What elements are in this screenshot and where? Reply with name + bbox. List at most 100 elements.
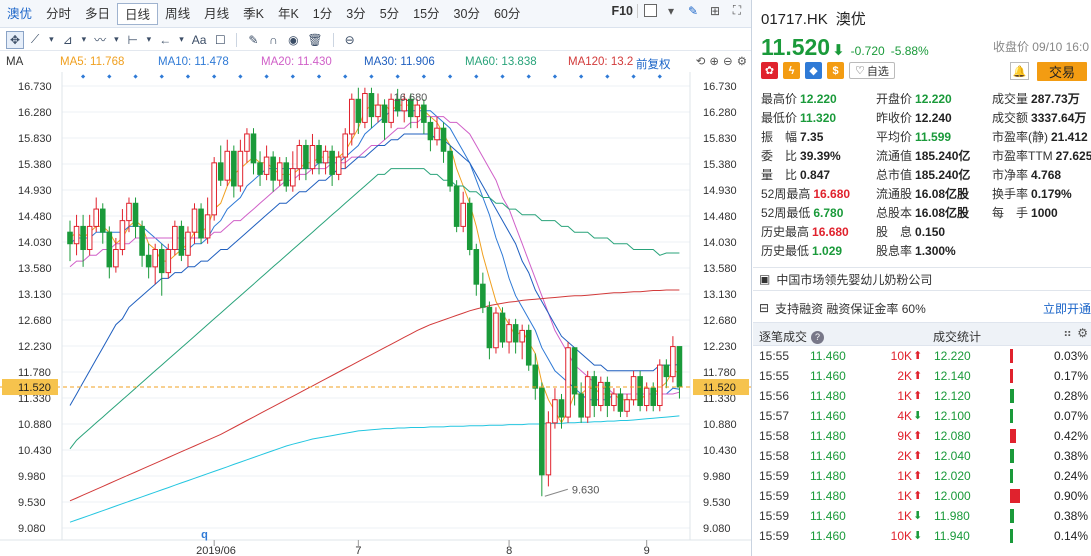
candle-body <box>591 376 598 407</box>
magnet-icon[interactable]: ∩ <box>269 32 278 47</box>
eraser-icon[interactable]: ✎ <box>248 32 259 47</box>
settings-icon[interactable]: ⚙ <box>736 56 747 68</box>
chevron-down-icon[interactable]: ▾ <box>114 34 119 44</box>
hk-flag-icon[interactable]: ✿ <box>761 62 778 79</box>
y-tick-label-left: 9.080 <box>18 523 46 535</box>
f10-button[interactable]: F10 <box>611 3 638 18</box>
period-tab-5[interactable]: 月线 <box>204 6 230 21</box>
chevron-down-icon[interactable]: ▾ <box>146 34 152 44</box>
candle-body <box>421 104 427 123</box>
open-margin-link[interactable]: 立即开通 <box>1042 301 1091 316</box>
wave-tool-icon[interactable]: 〰 <box>94 33 107 47</box>
stat-value: 39.39% <box>800 149 841 163</box>
y-tick-label-left: 15.830 <box>18 133 52 145</box>
y-tick-label-left: 12.230 <box>18 341 52 353</box>
chart-tools: ⟲ ⊕ ⊖ ⚙ <box>696 54 747 68</box>
stat-label: 市净率 <box>992 168 1029 182</box>
y-tick-label-left: 10.430 <box>18 445 52 457</box>
company-profile-row[interactable]: ▣ 中国市场领先婴幼儿奶粉公司 <box>753 267 1091 291</box>
period-tab-6[interactable]: 季K <box>243 6 264 21</box>
trade-price: 11.460 <box>810 529 846 543</box>
heart-icon: ♡ <box>855 65 865 77</box>
stat-value: 3337.64万 <box>1031 111 1087 125</box>
adjust-mode[interactable]: 前复权 <box>636 59 671 71</box>
stat-label: 流通股 <box>876 187 913 201</box>
dropdown-icon[interactable]: ▾ <box>667 3 675 18</box>
candle-body <box>198 208 204 239</box>
bell-icon[interactable]: 🔔 <box>1010 62 1029 80</box>
chevron-down-icon[interactable]: ▾ <box>81 34 87 44</box>
y-tick-label-left: 13.580 <box>18 263 52 275</box>
grid-icon[interactable]: ⊞ <box>709 3 721 18</box>
stat-cell: 振 幅 7.35 <box>761 128 823 145</box>
trade-dir-icon: ⬆ <box>913 370 923 382</box>
pen-icon[interactable]: ✎ <box>687 3 699 18</box>
stat-pct: 0.38% <box>1053 449 1088 463</box>
tab-trade-stats[interactable]: 成交统计 <box>933 330 982 344</box>
low-annotation-line <box>544 488 568 497</box>
stat-label: 历史最低 <box>761 244 810 258</box>
candlestick-chart[interactable]: 16.730 16.730 16.280 16.280 15.830 15.830 15.3… <box>0 72 751 556</box>
candle-body <box>611 393 617 407</box>
fib-tool-icon[interactable]: ⊿ <box>62 32 73 47</box>
period-tab-2[interactable]: 多日 <box>85 6 111 21</box>
stat-price: 12.120 <box>934 389 971 403</box>
stat-label: 委 比 <box>761 149 798 163</box>
trade-price: 11.480 <box>810 469 846 483</box>
layers-icon[interactable]: ⊖ <box>344 32 355 47</box>
period-tab-4[interactable]: 周线 <box>165 6 191 21</box>
candle-body <box>152 249 158 268</box>
trash-icon[interactable]: 🗑 <box>307 32 323 47</box>
range-tool-icon[interactable]: ⊢ <box>127 32 138 47</box>
zoom-out-icon[interactable]: ⊖ <box>723 56 733 68</box>
line-tool-icon[interactable]: ⟋ <box>30 32 40 46</box>
tag-icon[interactable]: ◆ <box>805 62 822 79</box>
period-tab-12[interactable]: 30分 <box>453 6 480 21</box>
y-tick-label-right: 11.780 <box>703 367 736 379</box>
candle-body <box>348 98 355 135</box>
flash-icon[interactable]: ϟ <box>783 62 800 79</box>
period-tab-10[interactable]: 5分 <box>379 6 400 21</box>
period-tab-13[interactable]: 60分 <box>493 6 521 21</box>
tab-tick-trades[interactable]: 逐笔成交? <box>759 328 825 345</box>
text-tool-icon[interactable]: Aa <box>191 32 207 47</box>
help-icon[interactable]: ? <box>811 331 825 345</box>
candle-body <box>493 312 499 349</box>
stat-label: 换手率 <box>992 187 1029 201</box>
chevron-down-icon[interactable]: ▾ <box>179 34 184 44</box>
arrow-tool-icon[interactable]: ← <box>159 32 172 47</box>
trade-button[interactable]: 交易 <box>1037 62 1087 81</box>
crosshair-icon[interactable]: ✥ <box>6 30 25 49</box>
y-tick-label-left: 16.280 <box>18 107 52 119</box>
period-tab-8[interactable]: 1分 <box>312 6 333 21</box>
add-watchlist-button[interactable]: ♡ 自选 <box>849 62 895 79</box>
eye-icon[interactable]: ◉ <box>288 32 299 47</box>
dollar-icon[interactable]: $ <box>827 62 844 79</box>
trade-volume: 4K <box>897 409 912 423</box>
period-tab-1[interactable]: 分时 <box>46 6 72 21</box>
ma-line-ma10 <box>69 110 680 401</box>
chevron-down-icon[interactable]: ▾ <box>49 34 54 44</box>
period-tab-11[interactable]: 15分 <box>413 6 440 21</box>
candle-body <box>165 249 172 274</box>
period-tab-0[interactable]: 澳优 <box>7 6 33 21</box>
refresh-icon[interactable]: ⟲ <box>695 56 706 68</box>
period-tab-3[interactable]: 日线 <box>117 2 159 25</box>
trade-dir-icon: ⬆ <box>913 390 923 402</box>
fullscreen-icon[interactable]: ⛶ <box>732 3 742 17</box>
x-tick-label: 8 <box>506 545 512 556</box>
stat-value: 12.240 <box>915 111 952 125</box>
event-marker <box>107 74 112 79</box>
trade-time: 15:56 <box>759 389 790 403</box>
zoom-in-icon[interactable]: ⊕ <box>709 56 720 68</box>
trade-price: 11.460 <box>810 449 846 463</box>
y-tick-label-left: 14.480 <box>18 211 52 223</box>
more-icon[interactable]: ⠶ ⚙ <box>1063 326 1089 340</box>
note-tool-icon[interactable]: ☐ <box>215 32 226 47</box>
period-tab-7[interactable]: 年K <box>277 6 299 21</box>
candle-body <box>270 156 276 181</box>
layout-square-icon[interactable] <box>644 4 657 17</box>
period-tab-9[interactable]: 3分 <box>346 6 366 21</box>
indicator-label[interactable]: MA <box>6 56 24 68</box>
trade-volume: 1K <box>897 489 912 503</box>
